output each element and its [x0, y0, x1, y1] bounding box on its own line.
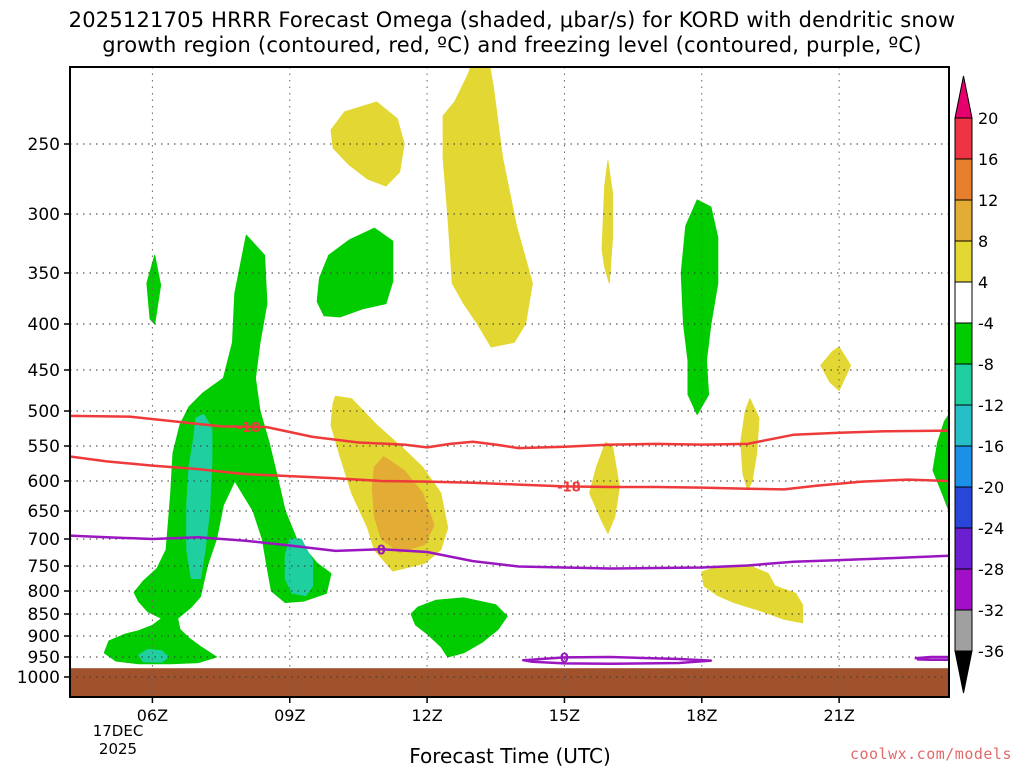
freezing-level-contour-2 — [914, 655, 949, 662]
x-tick-label-09Z: 09Z — [274, 706, 305, 725]
surface-ground-layer — [70, 668, 949, 697]
y-tick-label-950: 950 — [28, 648, 60, 668]
y-tick-label-850: 850 — [28, 605, 60, 625]
x-date-label: 17DEC 2025 — [78, 722, 158, 758]
omega-region-green-cell-10z — [316, 227, 394, 318]
colorbar-top-arrow — [954, 75, 973, 119]
freezing-level-contour-label-1: 0 — [560, 651, 569, 666]
colorbar: 20 16 12 8 4 -4 -8 -12 -16 -20 -24 -28 -32 -36 — [954, 75, 1004, 694]
y-tick-label-700: 700 — [28, 530, 60, 550]
x-date-day: 17DEC — [92, 722, 144, 740]
y-tick-label-300: 300 — [28, 205, 60, 225]
colorbar-label--32: -32 — [978, 601, 1004, 620]
omega-shaded-regions — [103, 67, 949, 665]
colorbar-label--28: -28 — [978, 560, 1004, 579]
omega-region-yellow-cell-19z-low — [701, 564, 803, 624]
omega-region-yellow-cell-10z-top — [330, 101, 405, 187]
x-tick-label-18Z: 18Z — [686, 706, 717, 725]
dgz-contour-label-0: -18 — [237, 421, 261, 436]
colorbar-label-12: 12 — [978, 191, 998, 210]
colorbar-bin--32to-28 — [954, 568, 973, 611]
credit-link[interactable]: coolwx.com/models — [849, 745, 1012, 763]
y-tick-label-650: 650 — [28, 502, 60, 522]
omega-region-yellow-cell-21z — [820, 346, 852, 391]
colorbar-label-8: 8 — [978, 232, 988, 251]
dgz-contour-1 — [70, 455, 949, 491]
y-tick-label-500: 500 — [28, 402, 60, 422]
y-tick-label-750: 750 — [28, 557, 60, 577]
x-tick-label-12Z: 12Z — [411, 706, 442, 725]
y-tick-label-900: 900 — [28, 627, 60, 647]
colorbar-label--12: -12 — [978, 396, 1004, 415]
omega-region-green-cell-6z-low — [103, 234, 332, 665]
colorbar-bin-16to20 — [954, 117, 973, 160]
colorbar-bin--16to-12 — [954, 404, 973, 447]
colorbar-bin--24to-20 — [954, 486, 973, 529]
omega-region-teal-cell-9z — [284, 538, 314, 597]
colorbar-bottom-arrow — [954, 650, 973, 694]
plot-frame — [69, 66, 950, 698]
colorbar-bin--4to4 — [954, 281, 973, 324]
x-axis-label: Forecast Time (UTC) — [409, 744, 611, 768]
y-tick-label-550: 550 — [28, 437, 60, 457]
colorbar-label-20: 20 — [978, 109, 998, 128]
freezing-level-contour-0 — [70, 534, 949, 570]
y-tick-label-1000: 1000 — [17, 668, 60, 688]
y-tick-label-250: 250 — [28, 135, 60, 155]
y-tick-label-400: 400 — [28, 315, 60, 335]
colorbar-label--36: -36 — [978, 642, 1004, 661]
colorbar-label-16: 16 — [978, 150, 998, 169]
colorbar-bin-8to12 — [954, 199, 973, 242]
colorbar-label--4: -4 — [978, 314, 994, 333]
grid-lines — [70, 67, 949, 697]
colorbar-bin-12to16 — [954, 158, 973, 201]
colorbar-bin--20to-16 — [954, 445, 973, 488]
omega-region-green-cell-23z — [932, 414, 949, 512]
colorbar-label--24: -24 — [978, 519, 1004, 538]
colorbar-label--20: -20 — [978, 478, 1004, 497]
x-tick-label-21Z: 21Z — [823, 706, 854, 725]
chart-title-line-2: growth region (contoured, red, ºC) and f… — [102, 33, 922, 57]
colorbar-bin-4to8 — [954, 240, 973, 283]
colorbar-label--8: -8 — [978, 355, 994, 374]
colorbar-label-4: 4 — [978, 273, 988, 292]
dgz-contour-0 — [70, 414, 949, 450]
y-tick-label-600: 600 — [28, 472, 60, 492]
freezing-level-contour-label-0: 0 — [377, 543, 386, 558]
x-tick-label-06Z: 06Z — [137, 706, 168, 725]
x-tick-label-15Z: 15Z — [549, 706, 580, 725]
omega-region-yellow-sliver-16z-top — [601, 160, 613, 284]
colorbar-bin--28to-24 — [954, 527, 973, 570]
surface-ground — [70, 668, 949, 697]
colorbar-bin--8to-4 — [954, 322, 973, 365]
omega-region-green-cell-18z — [680, 199, 719, 415]
contour-lines: -18 -18 0 0 — [70, 414, 949, 666]
dgz-contour-label-1: -18 — [557, 480, 581, 495]
omega-region-green-sliver-6z — [146, 254, 162, 325]
axes: 2503003504004505005506006507007508008509… — [17, 66, 950, 725]
y-tick-label-800: 800 — [28, 582, 60, 602]
colorbar-bin--36to-32 — [954, 609, 973, 652]
colorbar-bin--12to-8 — [954, 363, 973, 406]
freezing-level-contour-1 — [521, 655, 713, 666]
omega-region-yellow-cell-13z — [442, 67, 533, 348]
y-tick-label-350: 350 — [28, 264, 60, 284]
x-date-year: 2025 — [98, 740, 138, 758]
y-tick-label-450: 450 — [28, 361, 60, 381]
omega-region-green-cell-12z-low — [410, 597, 508, 658]
chart-title-line-1: 2025121705 HRRR Forecast Omega (shaded, … — [68, 8, 956, 32]
colorbar-label--16: -16 — [978, 437, 1004, 456]
